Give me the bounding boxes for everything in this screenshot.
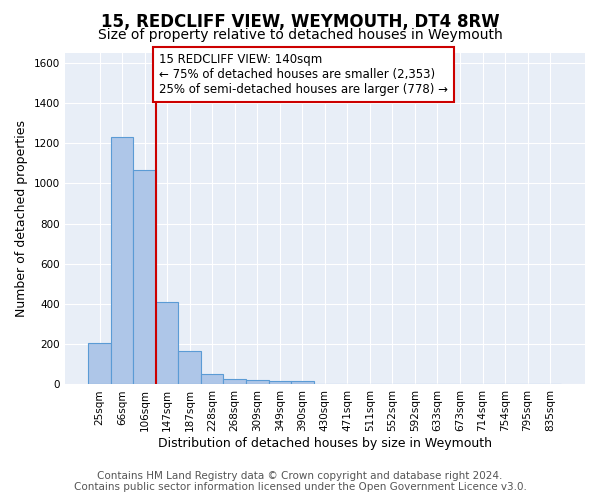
Bar <box>111 137 133 384</box>
Bar <box>223 380 246 384</box>
Bar <box>156 302 178 384</box>
Bar <box>269 382 291 384</box>
Text: 15 REDCLIFF VIEW: 140sqm
← 75% of detached houses are smaller (2,353)
25% of sem: 15 REDCLIFF VIEW: 140sqm ← 75% of detach… <box>159 53 448 96</box>
Text: Size of property relative to detached houses in Weymouth: Size of property relative to detached ho… <box>98 28 502 42</box>
Bar <box>88 343 111 384</box>
Bar <box>133 170 156 384</box>
Bar <box>291 382 314 384</box>
Text: Contains HM Land Registry data © Crown copyright and database right 2024.
Contai: Contains HM Land Registry data © Crown c… <box>74 471 526 492</box>
Bar <box>178 352 201 384</box>
Bar <box>201 374 223 384</box>
X-axis label: Distribution of detached houses by size in Weymouth: Distribution of detached houses by size … <box>158 437 492 450</box>
Y-axis label: Number of detached properties: Number of detached properties <box>15 120 28 317</box>
Text: 15, REDCLIFF VIEW, WEYMOUTH, DT4 8RW: 15, REDCLIFF VIEW, WEYMOUTH, DT4 8RW <box>101 12 499 30</box>
Bar <box>246 380 269 384</box>
